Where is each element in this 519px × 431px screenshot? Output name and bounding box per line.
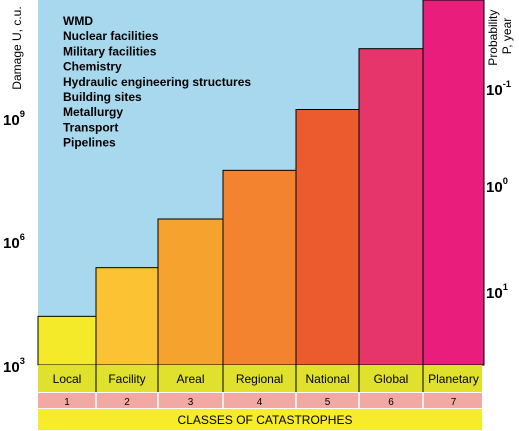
bar-local [37, 315, 97, 366]
right-tick-label: 101 [486, 282, 508, 302]
bars-group [37, 0, 485, 366]
tick-exponent: 0 [503, 176, 508, 186]
industry-list-item: Metallurgy [63, 105, 123, 119]
right-axis-label-line: Probability [486, 10, 500, 66]
class-number-label: 6 [388, 397, 394, 408]
class-title-band [38, 409, 482, 430]
tick-exponent: 9 [20, 109, 25, 119]
category-label: Regional [236, 372, 283, 386]
tick-base: 10 [3, 112, 20, 129]
left-tick-label: 106 [3, 232, 25, 252]
industry-list-item: Transport [63, 120, 118, 134]
class-number-label: 3 [188, 397, 194, 408]
class-number-band: 1 2 3 4 5 6 7 [38, 393, 482, 408]
tick-base: 10 [486, 82, 503, 99]
industry-list-item: WMD [63, 14, 93, 28]
tick-exponent: 3 [20, 356, 25, 366]
class-number-label: 1 [64, 397, 70, 408]
industry-list-item: Military facilities [63, 44, 157, 58]
industry-list-item: Hydraulic engineering structures [63, 75, 251, 89]
class-number-label: 7 [451, 397, 457, 408]
industry-list-item: Pipelines [63, 136, 116, 150]
left-tick-label: 103 [3, 356, 25, 376]
category-label: Facility [108, 372, 145, 386]
tick-base: 10 [486, 285, 503, 302]
category-band: Local Facility Areal Regional National Global… [38, 365, 482, 392]
right-axis-label: Probability P, year [486, 6, 514, 65]
tick-exponent: 6 [20, 232, 25, 242]
class-number-label: 2 [124, 397, 130, 408]
category-label: Local [53, 372, 82, 386]
industry-list-item: Nuclear facilities [63, 29, 159, 43]
bar-global [358, 48, 424, 366]
category-band-background [38, 365, 482, 392]
right-axis-label-line: P, year [500, 18, 514, 54]
bar-areal [157, 218, 224, 366]
tick-exponent: 1 [503, 282, 508, 292]
x-axis-title: CLASSES OF CATASTROPHES [178, 413, 353, 427]
bar-facility [95, 267, 159, 366]
left-axis-label: Damage U, c.u. [10, 6, 24, 89]
bar-planetary [422, 0, 485, 366]
class-number-label: 4 [257, 397, 263, 408]
category-label: National [305, 372, 349, 386]
tick-exponent: -1 [503, 79, 511, 89]
left-tick-label: 109 [3, 109, 25, 129]
tick-base: 10 [486, 179, 503, 196]
class-number-label: 5 [325, 397, 331, 408]
right-tick-label: 10-1 [486, 79, 511, 99]
bar-national [295, 109, 360, 366]
category-label: Areal [176, 372, 204, 386]
tick-base: 10 [3, 359, 20, 376]
class-number-band-background [38, 393, 482, 408]
tick-base: 10 [3, 235, 20, 252]
bar-regional [222, 169, 297, 366]
industry-list-item: Building sites [63, 90, 142, 104]
industry-list-item: Chemistry [63, 60, 122, 74]
category-label: Global [374, 372, 409, 386]
category-label: Planetary [428, 372, 479, 386]
right-tick-label: 100 [486, 176, 508, 196]
